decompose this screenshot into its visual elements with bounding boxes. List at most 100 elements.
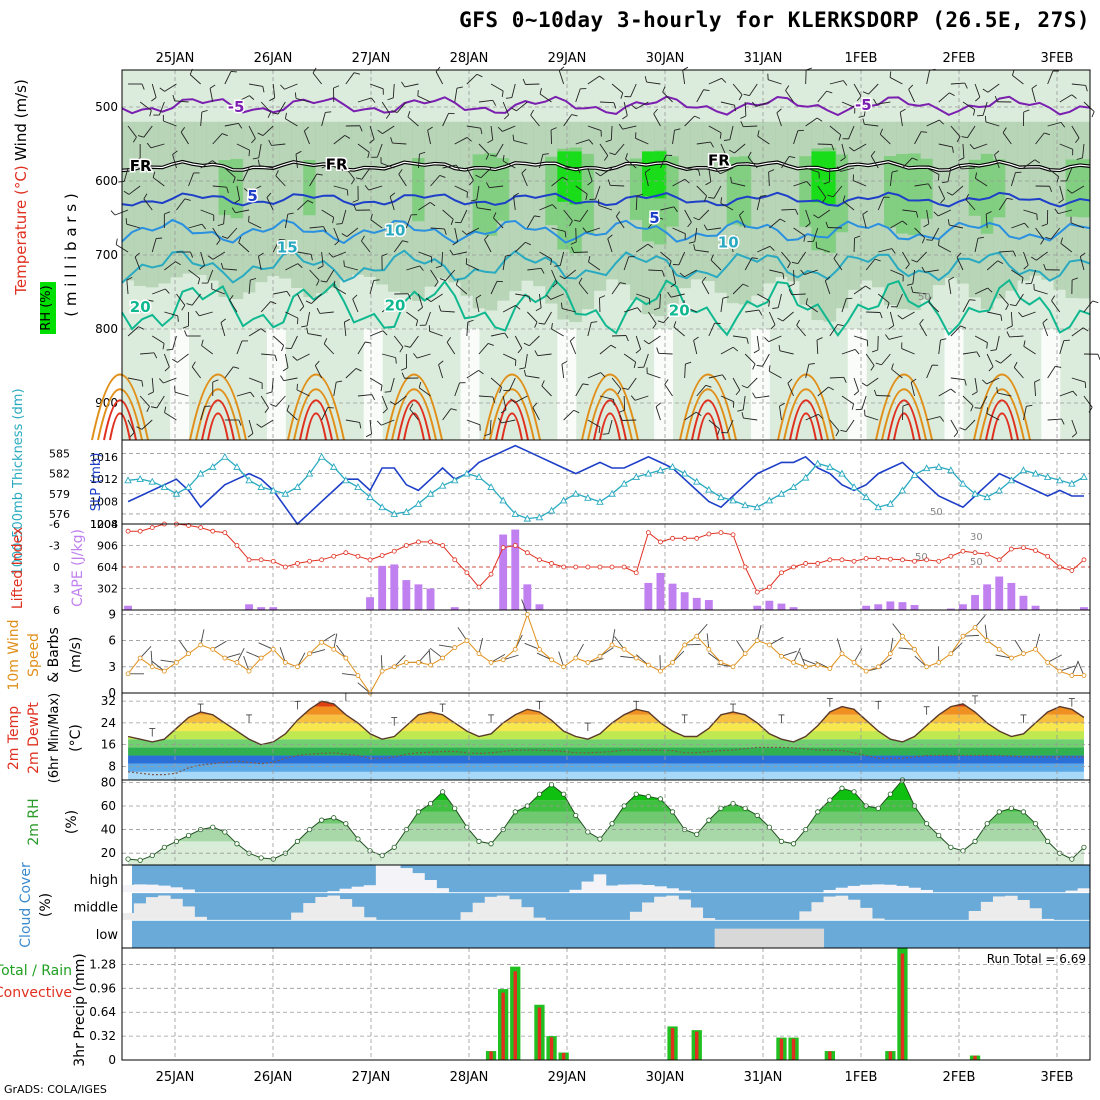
wind-frame [121, 609, 1091, 694]
wind-barb [587, 419, 601, 428]
li-point [464, 570, 470, 576]
wind-barb-flag [269, 97, 275, 102]
wind-barb-flag [367, 152, 370, 159]
wind-barb-flag [250, 277, 257, 281]
temp-band [128, 763, 1085, 772]
wind-barb-flag [384, 391, 391, 393]
wind-speed-point [912, 646, 917, 652]
wind-speed-point [984, 638, 990, 643]
cloud-high-cell [605, 885, 619, 893]
wind-barb-flag [141, 380, 144, 387]
surface-wind-barb [756, 624, 762, 641]
wind-barb-flag [552, 282, 558, 288]
thickness-tick: 585 [49, 447, 70, 460]
wind-barb [793, 130, 799, 145]
wind-barb-flag [721, 77, 727, 83]
wind-barb [899, 112, 903, 127]
wind-barb [974, 287, 988, 295]
wind-speed-point [234, 660, 240, 665]
rh-point [319, 817, 325, 823]
wind-barb [1022, 311, 1036, 318]
wind-barb-flag [607, 234, 613, 240]
wind-barb [816, 339, 819, 355]
wind-barb-flag [607, 179, 611, 186]
wind-barb-flag [653, 307, 660, 311]
cloud-high-cell [387, 865, 401, 893]
wind-barb-flag [741, 412, 744, 419]
wind-barb-flag [286, 291, 291, 297]
surface-wind-barb [799, 651, 807, 667]
wind-barb-flag [953, 431, 959, 438]
wind-barb-flag [297, 263, 303, 268]
wind-barb [343, 322, 347, 337]
rh-band [956, 121, 970, 284]
rh-band [992, 159, 1006, 218]
rh-point [694, 831, 700, 837]
wind-barb [575, 185, 588, 195]
wind-barb-flag [1054, 208, 1059, 214]
li-point [597, 564, 603, 570]
wind-barb [454, 88, 458, 103]
rh-band [1005, 121, 1018, 291]
wind-speed-point [355, 673, 361, 678]
wind-barb-flag [1055, 365, 1062, 368]
wind-barb-flag [787, 262, 791, 269]
rh-band [835, 154, 849, 233]
wind-barb [164, 311, 178, 317]
wind-barb-flag [1013, 361, 1018, 368]
surface-heat-contour [207, 412, 229, 441]
surface-wind-barb [1047, 654, 1062, 663]
cape-bar [668, 583, 677, 610]
wind-barb [848, 125, 855, 140]
cape-bar [644, 582, 653, 610]
wind-barb [910, 382, 915, 397]
wind-barb-flag [1023, 109, 1030, 113]
wind-barb [732, 335, 747, 339]
wind-barb [326, 269, 335, 283]
wind-barb [950, 419, 959, 433]
wind-barb [919, 323, 928, 337]
li-point [258, 557, 264, 563]
wind-speed-point [863, 668, 869, 674]
wind-barb-flag [285, 112, 287, 119]
cloud-high-cell [629, 884, 643, 893]
wind-barb-flag [274, 355, 278, 362]
rh-point [754, 812, 760, 819]
rh-dry [1041, 329, 1061, 440]
wind-barb [478, 395, 493, 398]
wind-barb-flag [1066, 189, 1073, 194]
wind-barb-flag [395, 357, 397, 364]
thickness-point [813, 459, 822, 467]
wind-barb [357, 97, 372, 103]
wind-barb-flag [175, 261, 181, 266]
wind-barb [853, 377, 860, 392]
cloud-high-cell [327, 891, 341, 893]
wind-barb-flag [467, 319, 474, 323]
wind-barb [986, 413, 1000, 421]
wind-barb-flag [216, 239, 221, 245]
wind-barb [610, 184, 625, 187]
thickness-point [765, 496, 774, 504]
cape-bar [753, 605, 762, 610]
wind-barb-flag [419, 265, 424, 271]
wind-barb [429, 330, 443, 337]
wind-speed-point [488, 660, 494, 665]
rh-point [839, 785, 845, 791]
cape-bar [959, 604, 967, 610]
rh-band [206, 121, 220, 281]
wind-barb-flag [828, 386, 834, 391]
wind-barb [266, 197, 274, 211]
rh-band [133, 121, 147, 287]
wind-barb [682, 70, 686, 85]
wind-barb [663, 311, 673, 324]
wind-barb-flag [738, 94, 743, 101]
wind-barb [501, 419, 516, 424]
wind-barb-flag [1082, 327, 1089, 332]
wind-barb-flag [560, 302, 563, 309]
li-point [1033, 548, 1038, 553]
wind-barb [508, 377, 516, 391]
wind-barb [768, 370, 782, 379]
wind-barb [842, 200, 855, 211]
wind-barb-flag [791, 261, 798, 265]
rh-dry [170, 329, 190, 440]
